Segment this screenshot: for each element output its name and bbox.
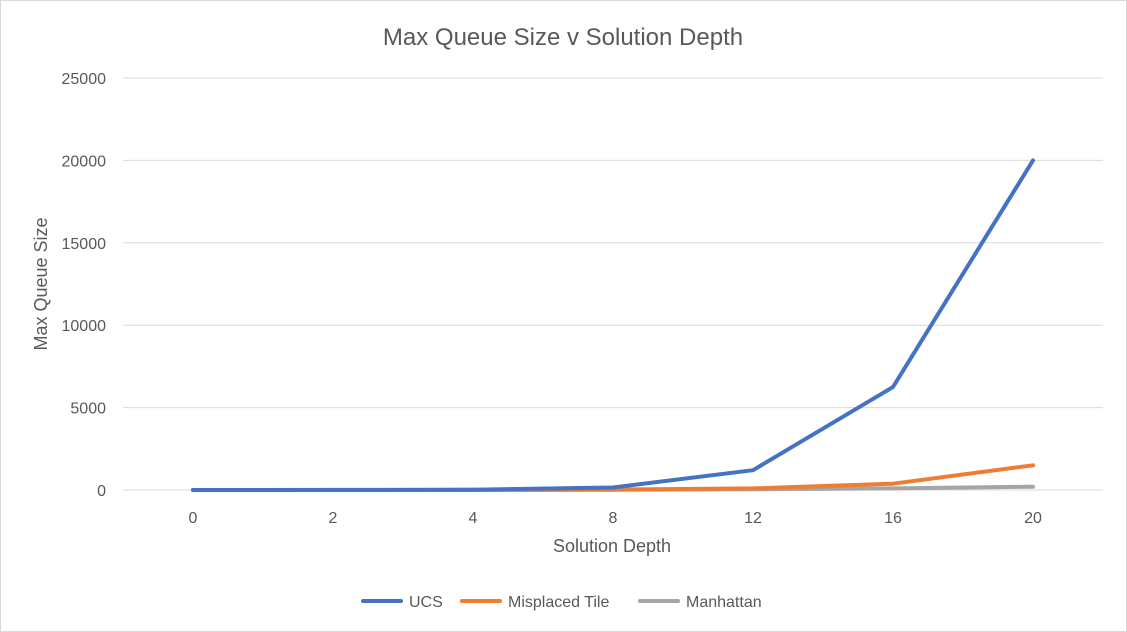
y-tick-label: 5000: [70, 401, 106, 418]
chart-title: Max Queue Size v Solution Depth: [383, 24, 743, 51]
x-tick-label: 8: [609, 510, 618, 527]
series-line-ucs: [191, 158, 1035, 492]
x-axis-title: Solution Depth: [553, 536, 671, 556]
legend: UCS Misplaced Tile Manhattan: [361, 594, 762, 611]
y-tick-label: 0: [97, 483, 106, 500]
legend-label: Misplaced Tile: [508, 594, 609, 611]
x-tick-label: 16: [884, 510, 902, 527]
y-tick-label: 25000: [62, 71, 107, 88]
series-lines: [191, 158, 1035, 492]
x-tick-labels: 0 2 4 8 12 16 20: [189, 510, 1042, 527]
x-tick-label: 20: [1024, 510, 1042, 527]
x-tick-label: 12: [744, 510, 762, 527]
x-tick-label: 0: [189, 510, 198, 527]
y-tick-label: 15000: [62, 236, 107, 253]
x-tick-label: 2: [329, 510, 338, 527]
legend-label: UCS: [409, 594, 443, 611]
y-tick-labels: 0 5000 10000 15000 20000 25000: [62, 71, 107, 500]
y-axis-title: Max Queue Size: [31, 217, 51, 350]
x-tick-label: 4: [469, 510, 478, 527]
y-tick-label: 20000: [62, 153, 107, 170]
legend-label: Manhattan: [686, 594, 762, 611]
y-tick-label: 10000: [62, 318, 107, 335]
